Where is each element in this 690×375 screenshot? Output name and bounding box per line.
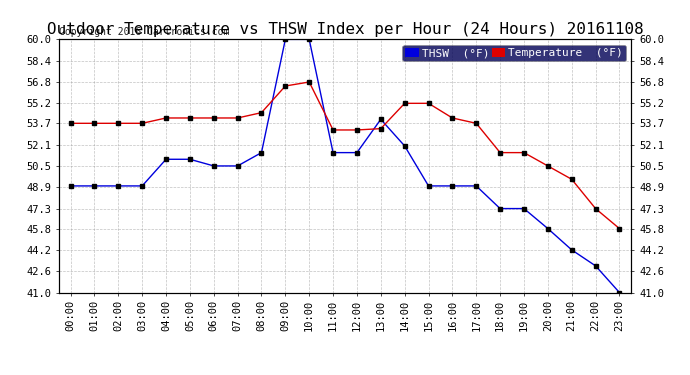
Title: Outdoor Temperature vs THSW Index per Hour (24 Hours) 20161108: Outdoor Temperature vs THSW Index per Ho…: [47, 22, 643, 37]
Legend: THSW  (°F), Temperature  (°F): THSW (°F), Temperature (°F): [402, 45, 626, 61]
Text: Copyright 2016 Cartronics.com: Copyright 2016 Cartronics.com: [59, 27, 229, 37]
